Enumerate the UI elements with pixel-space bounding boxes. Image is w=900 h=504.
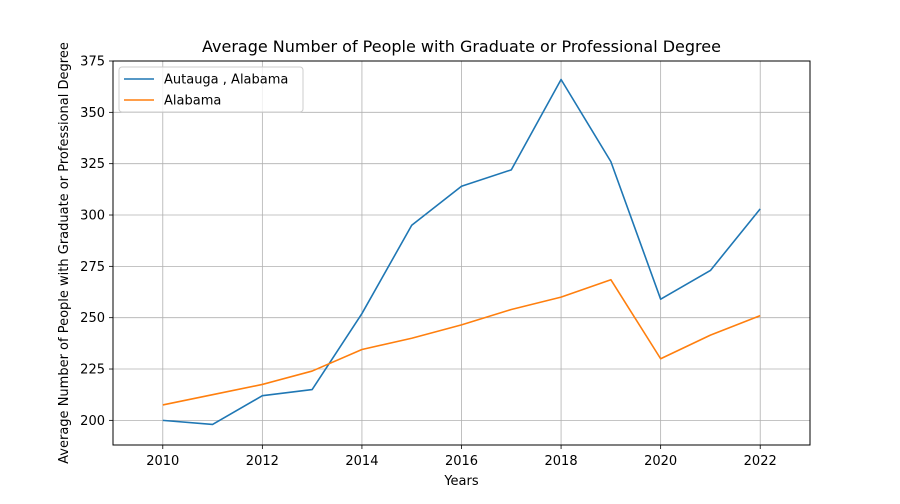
- y-tick-label: 200: [80, 414, 105, 429]
- legend-label-autauga: Autauga , Alabama: [164, 73, 288, 88]
- x-axis-label: Years: [443, 474, 479, 489]
- chart-title: Average Number of People with Graduate o…: [202, 37, 721, 56]
- y-tick-label: 250: [80, 311, 105, 326]
- series-line-alabama: [162, 278, 761, 406]
- x-tick-label: 2020: [644, 454, 677, 469]
- x-tick-label: 2018: [545, 454, 578, 469]
- x-tick-label: 2014: [345, 454, 378, 469]
- series-lines: [162, 78, 761, 426]
- series-line-autauga: [162, 78, 761, 426]
- y-tick-label: 325: [80, 157, 105, 172]
- x-tick-label: 2016: [445, 454, 478, 469]
- y-tick-label: 225: [80, 363, 105, 378]
- y-tick-label: 275: [80, 260, 105, 275]
- y-tick-label: 350: [80, 106, 105, 121]
- y-axis-label: Average Number of People with Graduate o…: [57, 42, 72, 464]
- x-tick-label: 2010: [146, 454, 179, 469]
- y-tick-label: 300: [80, 209, 105, 224]
- legend-label-alabama: Alabama: [164, 94, 221, 109]
- y-tick-label: 375: [80, 55, 105, 70]
- x-tick-label: 2012: [246, 454, 279, 469]
- legend-box: [118, 66, 304, 113]
- legend: Autauga , Alabama Alabama: [118, 66, 304, 113]
- x-tick-label: 2022: [744, 454, 777, 469]
- axis-ticks: 2010 2012 2014 2016 2018 2020 2022 200 225 250 275…: [80, 55, 777, 470]
